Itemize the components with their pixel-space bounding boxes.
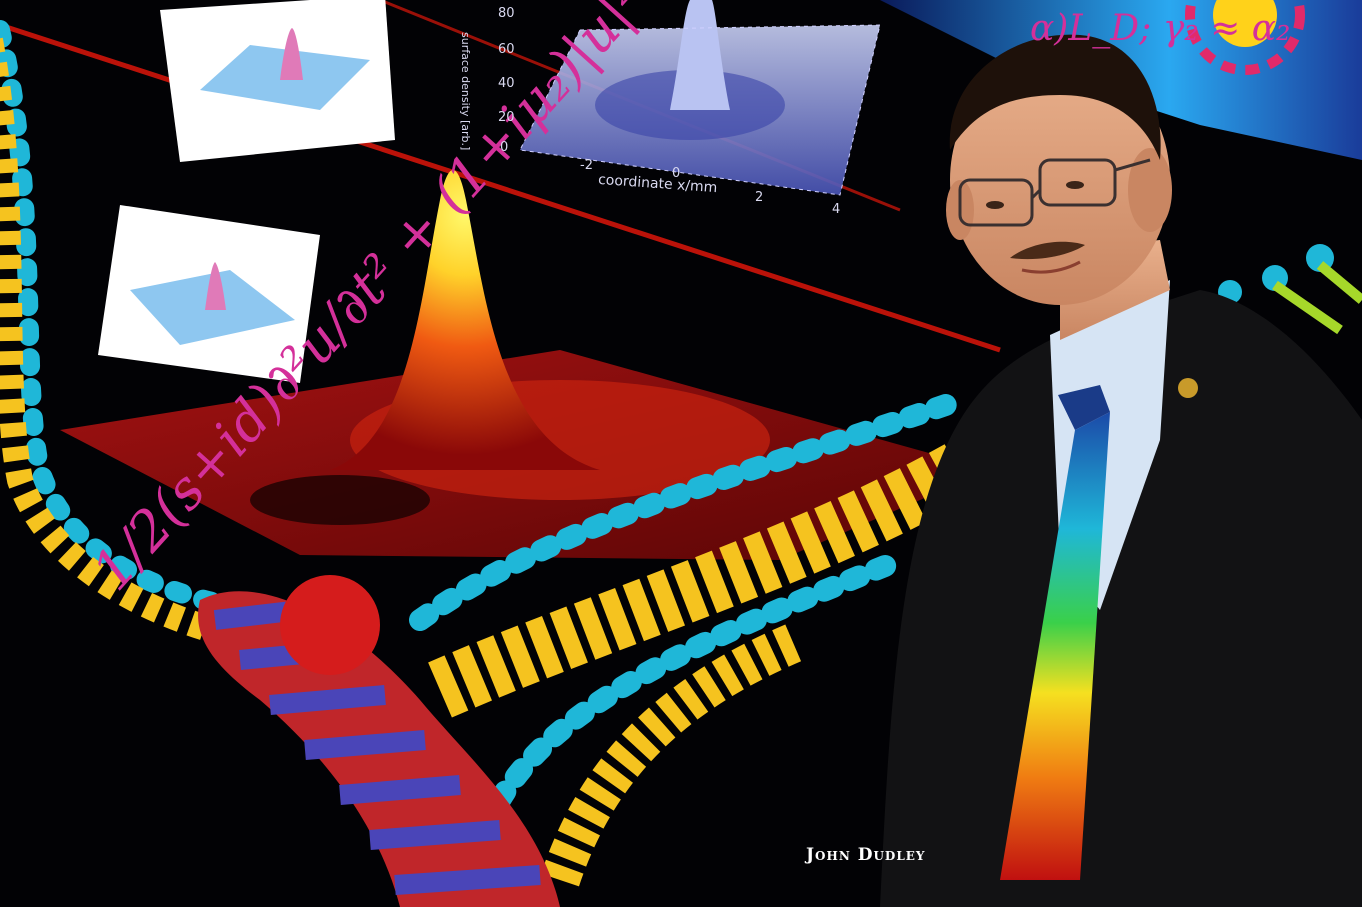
molecule-chain-right — [409, 389, 975, 887]
plot-tick-x: 0 — [672, 166, 681, 181]
tie — [1058, 385, 1110, 430]
plot-tick-y: 40 — [498, 76, 515, 91]
plot-tick-x: -2 — [580, 158, 593, 173]
inset-plot-1 — [160, 0, 395, 162]
plot-tick-y: 80 — [498, 6, 515, 21]
plot-axis-y-label: surface density [arb.] — [459, 32, 472, 151]
sun-icon — [1185, 0, 1305, 75]
soliton-peak — [60, 170, 990, 560]
plot-tick-x: 4 — [832, 202, 841, 217]
plot-tick-y: 20 — [498, 110, 515, 125]
plot-tick-y: 60 — [498, 42, 515, 57]
molecule-chain-left — [0, 20, 270, 653]
inset-plot-2 — [98, 205, 320, 383]
striped-column — [198, 575, 561, 907]
molecule-chain-right-edge — [1218, 244, 1362, 335]
plot-tick-y: 0 — [500, 140, 509, 155]
plot-tick-x: 2 — [755, 190, 764, 205]
equation-overlay-upper-right: α)L_D; γ₂ ≈ α₂ — [1030, 8, 1291, 49]
photo-caption: John Dudley — [806, 845, 926, 865]
man-portrait — [880, 34, 1362, 907]
surface-plot-top — [519, 0, 881, 196]
